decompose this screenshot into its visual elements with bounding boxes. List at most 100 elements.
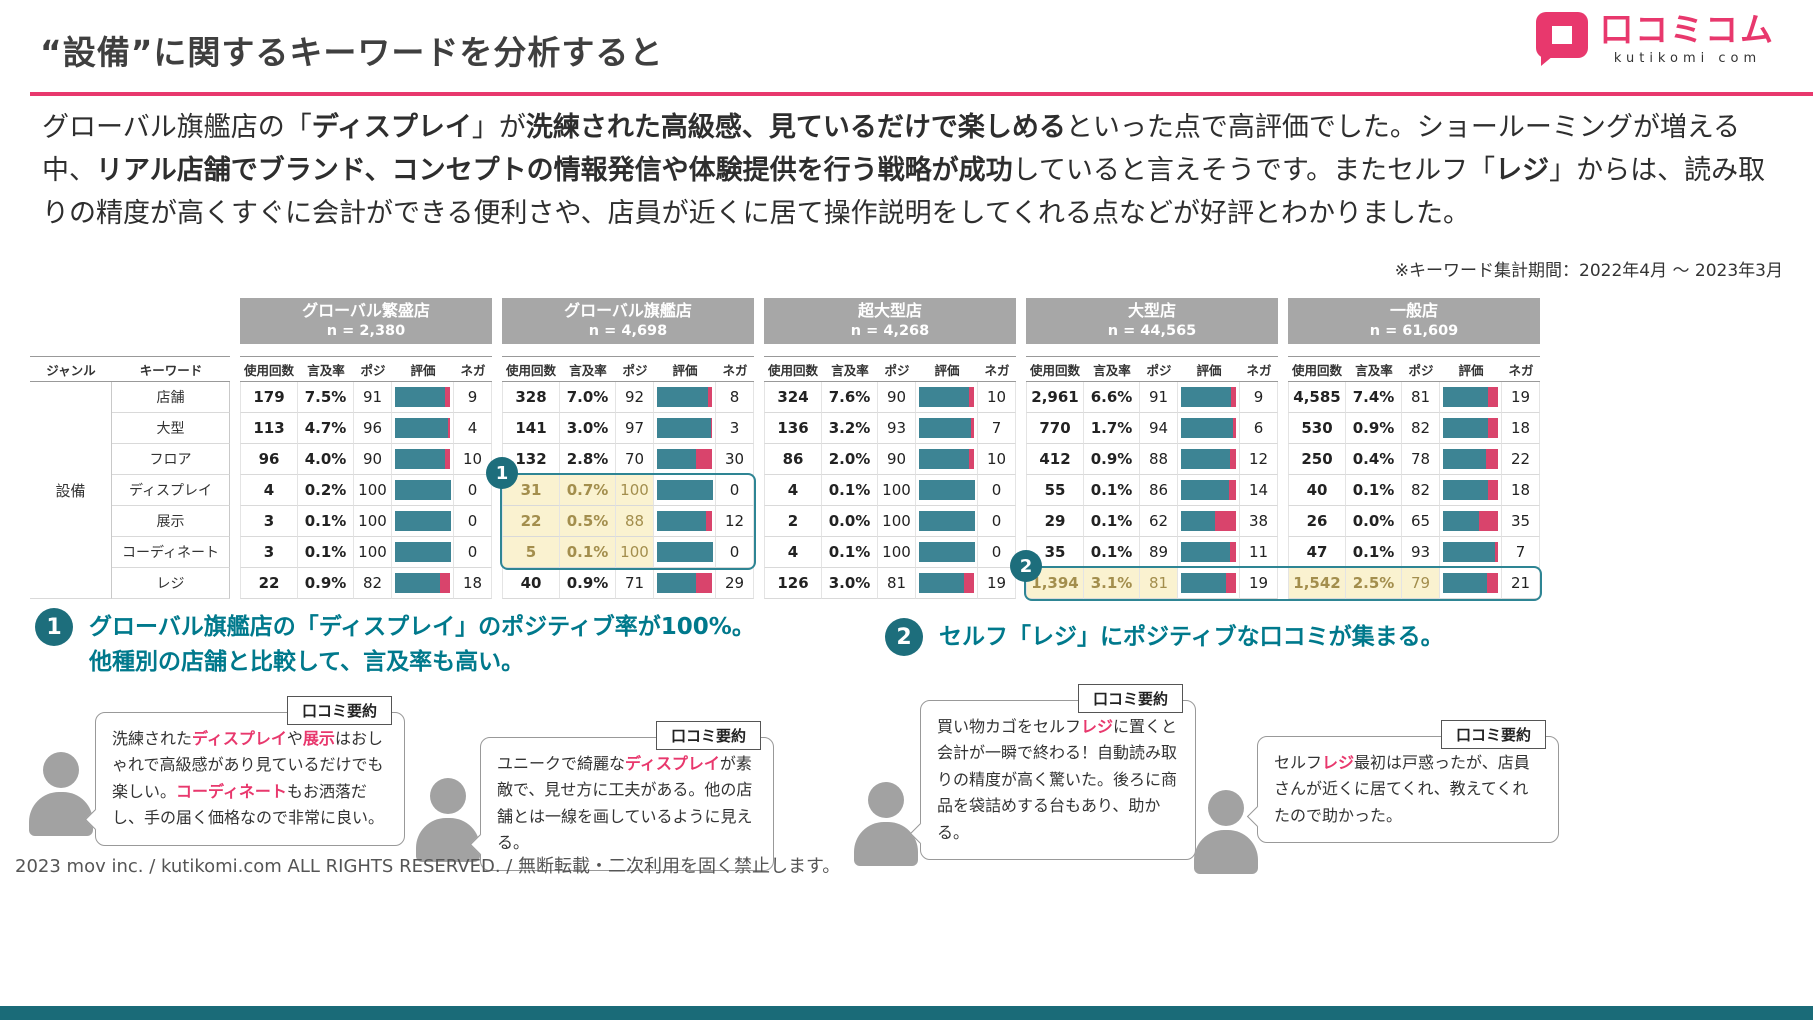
review-summary-text-3: 買い物カゴをセルフレジに置くと会計が一瞬で終わる！自動読み取りの精度が高く驚いた…: [937, 714, 1179, 846]
positive-bar-segment: [394, 387, 446, 407]
positive-bar-segment: [656, 573, 697, 593]
rate-cell: 0.0%: [1346, 506, 1402, 537]
positive-bar-segment: [1442, 573, 1487, 593]
kutikomi-logo: 口コミコム kutikomi com: [1536, 11, 1775, 66]
keyword-label: レジ: [112, 568, 230, 599]
rating-bar: [1442, 449, 1499, 469]
count-cell: 250: [1288, 444, 1346, 475]
rating-bar-cell: [1440, 475, 1502, 506]
rating-bar: [1180, 573, 1237, 593]
rating-bar: [918, 480, 975, 500]
count-cell: 1,542: [1288, 568, 1346, 599]
negative-rate-cell: 3: [716, 413, 754, 444]
rate-cell: 0.1%: [1084, 475, 1140, 506]
rating-bar-cell: [1440, 537, 1502, 568]
negative-rate-cell: 18: [1502, 413, 1540, 444]
rating-bar: [394, 542, 451, 562]
rate-cell: 0.9%: [298, 568, 354, 599]
rating-bar-cell: [654, 568, 716, 599]
text-segment: ディスプレイ: [625, 754, 720, 773]
count-cell: 2: [764, 506, 822, 537]
rating-bar: [656, 449, 713, 469]
table-badge-2: 2: [1010, 550, 1042, 582]
negative-bar-segment: [444, 449, 451, 469]
text-segment: レジ: [1322, 753, 1355, 772]
positive-rate-cell: 89: [1140, 537, 1178, 568]
negative-rate-cell: 10: [978, 444, 1016, 475]
positive-bar-segment: [394, 542, 451, 562]
rate-cell: 2.8%: [560, 444, 616, 475]
count-cell: 40: [1288, 475, 1346, 506]
positive-rate-cell: 100: [354, 475, 392, 506]
negative-bar-segment: [1215, 511, 1237, 531]
text-segment: 買い物カゴをセルフ: [937, 717, 1082, 736]
table-badge-1: 1: [486, 457, 518, 489]
rating-bar-cell: [654, 413, 716, 444]
rating-bar-cell: [916, 413, 978, 444]
positive-rate-cell: 81: [1140, 568, 1178, 599]
rate-cell: 7.5%: [298, 382, 354, 413]
positive-rate-cell: 100: [878, 506, 916, 537]
rate-cell: 1.7%: [1084, 413, 1140, 444]
negative-bar-segment: [1488, 418, 1499, 438]
copyright-footer: 2023 mov inc. / kutikomi.com ALL RIGHTS …: [15, 856, 841, 877]
metric-column-header: 評価: [1440, 356, 1502, 382]
rating-bar: [1442, 480, 1499, 500]
rating-bar-cell: [1178, 506, 1240, 537]
positive-rate-cell: 79: [1402, 568, 1440, 599]
rate-cell: 0.7%: [560, 475, 616, 506]
rating-bar-cell: [1440, 568, 1502, 599]
positive-bar-segment: [1442, 480, 1489, 500]
rating-bar-cell: [1178, 382, 1240, 413]
keyword-label: コーディネート: [112, 537, 230, 568]
positive-rate-cell: 93: [1402, 537, 1440, 568]
positive-rate-cell: 90: [878, 444, 916, 475]
kutikomi-logo-text: 口コミコム kutikomi com: [1600, 11, 1775, 66]
metric-column-header: ポジ: [354, 356, 392, 382]
rating-bar: [1180, 418, 1237, 438]
genre-column-header: ジャンル: [30, 356, 112, 382]
rating-bar: [1442, 542, 1499, 562]
metric-column-header: 評価: [392, 356, 454, 382]
positive-bar-segment: [656, 511, 706, 531]
count-cell: 328: [502, 382, 560, 413]
rate-cell: 3.1%: [1084, 568, 1140, 599]
negative-rate-cell: 19: [1502, 382, 1540, 413]
positive-rate-cell: 90: [878, 382, 916, 413]
rate-cell: 0.0%: [822, 506, 878, 537]
count-cell: 29: [1026, 506, 1084, 537]
positive-bar-segment: [656, 387, 709, 407]
metric-column-header: ポジ: [1402, 356, 1440, 382]
count-cell: 22: [240, 568, 298, 599]
rating-bar: [656, 511, 713, 531]
rating-bar: [394, 449, 451, 469]
positive-bar-segment: [1180, 573, 1226, 593]
negative-rate-cell: 9: [1240, 382, 1278, 413]
rating-bar-cell: [654, 537, 716, 568]
positive-bar-segment: [918, 449, 969, 469]
count-cell: 179: [240, 382, 298, 413]
group-name: 超大型店: [857, 301, 922, 321]
rating-bar: [1180, 387, 1237, 407]
annotation-1-text: グローバル旗艦店の「ディスプレイ」のポジティブ率が100%。 他種別の店舗と比較…: [89, 608, 755, 679]
rating-bar-cell: [916, 568, 978, 599]
positive-rate-cell: 86: [1140, 475, 1178, 506]
negative-bar-segment: [1231, 387, 1237, 407]
negative-rate-cell: 0: [716, 537, 754, 568]
keyword-label: ディスプレイ: [112, 475, 230, 506]
negative-rate-cell: 38: [1240, 506, 1278, 537]
positive-rate-cell: 94: [1140, 413, 1178, 444]
negative-rate-cell: 0: [454, 506, 492, 537]
rating-bar-cell: [1178, 537, 1240, 568]
rating-bar-cell: [916, 475, 978, 506]
text-segment: レジ: [1495, 155, 1550, 187]
metric-column-header: 使用回数: [240, 356, 298, 382]
rate-cell: 0.4%: [1346, 444, 1402, 475]
rating-bar-cell: [1440, 382, 1502, 413]
count-cell: 22: [502, 506, 560, 537]
negative-bar-segment: [448, 418, 451, 438]
metric-column-header: 言及率: [298, 356, 354, 382]
group-sample-size: n = 4,698: [588, 323, 668, 340]
positive-bar-segment: [918, 511, 975, 531]
